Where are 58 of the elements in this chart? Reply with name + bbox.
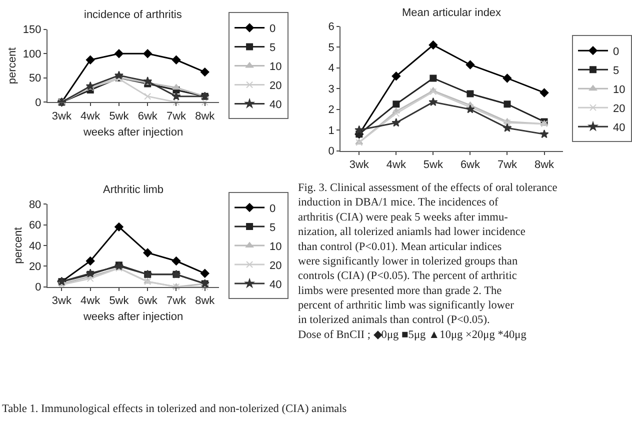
legend-label: 5 [270, 42, 276, 54]
x-tick-label: 6wk [460, 158, 481, 171]
y-tick-label: 50 [28, 72, 42, 85]
x-tick-label: 8wk [534, 158, 555, 171]
legend-label: 20 [613, 102, 626, 115]
x-tick-label: 3wk [52, 110, 72, 122]
x-tick-label: 3wk [52, 295, 72, 308]
x-tick-label: 7wk [166, 110, 187, 122]
y-axis-title: percent [12, 227, 25, 264]
legend-label: 20 [270, 80, 282, 92]
x-tick-label: 6wk [138, 110, 158, 122]
x-tick-label: 5wk [423, 158, 444, 171]
legend-label: 10 [613, 84, 626, 96]
legend-label: 0 [270, 202, 276, 215]
y-tick-label: 20 [28, 261, 42, 274]
legend-label: 40 [270, 99, 282, 112]
legend-label: 40 [613, 122, 626, 134]
y-tick-label: 0 [35, 97, 42, 110]
caption: Table 1. Immunological effects in tolerized and non-tolerized (CIA) animals [2, 403, 347, 415]
y-tick-label: 6 [328, 21, 334, 34]
y-tick-label: 60 [28, 220, 42, 232]
x-tick-label: 8wk [195, 110, 216, 122]
y-tick-label: 0 [328, 146, 334, 158]
y-axis-title: percent [6, 47, 18, 84]
legend-label: 40 [270, 278, 282, 291]
legend-label: 10 [270, 240, 282, 253]
y-tick-label: 1 [328, 124, 334, 137]
legend-label: 10 [270, 61, 282, 74]
chart-title: Mean articular index [402, 7, 502, 19]
x-tick-label: 4wk [80, 295, 101, 308]
x-tick-label: 8wk [195, 295, 216, 308]
x-tick-label: 6wk [138, 295, 158, 308]
y-tick-label: 100 [22, 48, 42, 60]
chart-title: Arthritic limb [103, 184, 164, 196]
chart-title: incidence of arthritis [84, 9, 182, 21]
y-tick-label: 40 [28, 240, 42, 252]
x-axis-title: weeks after injection [82, 311, 184, 324]
text: Fig. 3. Clinical assessment of the effects of oral tolerance induction in DBA/1 mice. The incidences of arthritis (CIA) were peak 5 weeks after immu- nization, all tolerized aniamls had lower incidence than control (P<0.01). Mean articular indices were significantly lower in tolerized groups than controls (CIA) (P<0.05). The percent of arthritic limbs were presented more than grade 2. The percent of arthritic limb was significantly lower in tolerized animals than control (P<0.05). Dose of BnCII ; ◆0μg ■5μg ▲10μg ×20μg *40μg [298, 182, 558, 341]
y-tick-label: 3 [328, 83, 334, 96]
x-tick-label: 7wk [166, 295, 187, 308]
x-tick-label: 4wk [80, 110, 101, 122]
x-tick-label: 4wk [386, 158, 406, 171]
y-tick-label: 5 [328, 42, 334, 54]
x-tick-label: 5wk [109, 110, 130, 122]
legend-label: 5 [270, 222, 276, 234]
y-tick-label: 2 [328, 104, 334, 116]
x-tick-label: 3wk [349, 158, 370, 171]
legend-label: 0 [270, 23, 276, 36]
x-tick-label: 5wk [109, 295, 130, 308]
legend-label: 20 [270, 260, 282, 272]
legend-label: 5 [613, 64, 620, 77]
x-tick-label: 7wk [497, 158, 518, 171]
y-tick-label: 80 [28, 199, 42, 212]
y-tick-label: 0 [35, 282, 42, 294]
y-tick-label: 150 [22, 24, 42, 36]
y-tick-label: 4 [328, 62, 334, 75]
x-axis-title: weeks after injection [82, 126, 184, 139]
legend-label: 0 [613, 46, 620, 58]
